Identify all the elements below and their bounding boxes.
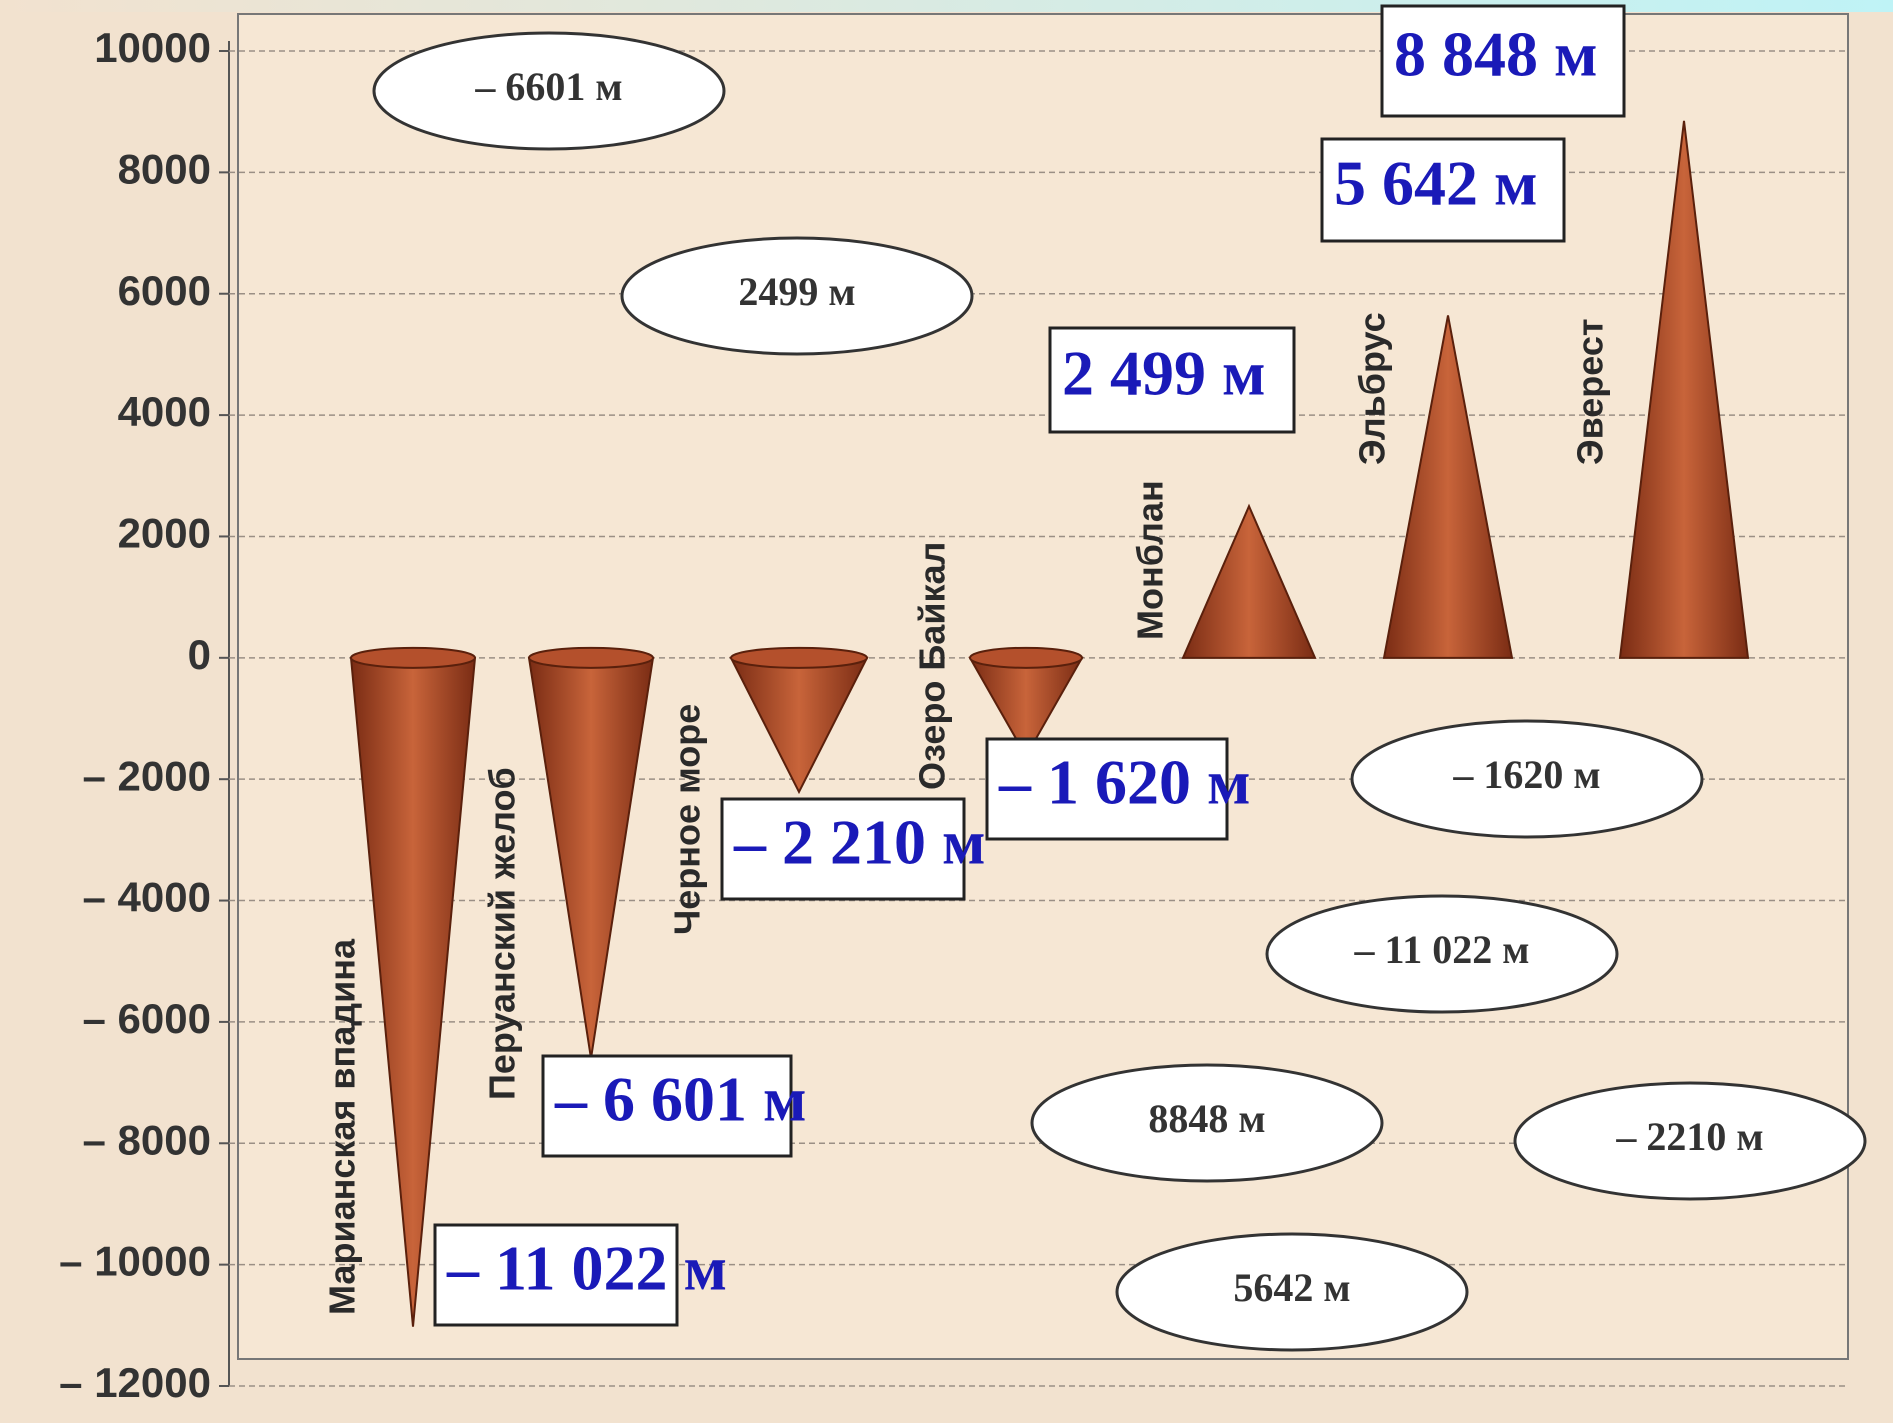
y-tick-label: 6000 <box>118 267 211 314</box>
value-box <box>541 1054 793 1158</box>
y-tick-label: – 6000 <box>83 995 211 1042</box>
cloud <box>1350 719 1704 839</box>
cloud-label: 8848 м <box>1148 1096 1265 1141</box>
cloud-label: – 11 022 м <box>1353 927 1529 972</box>
value-label: – 6 601 м <box>554 1064 807 1135</box>
value-label: 5 642 м <box>1334 148 1538 219</box>
value-box <box>720 797 966 901</box>
value-box <box>985 737 1229 841</box>
cone-rim <box>969 646 1083 669</box>
category-label: Черное море <box>667 704 708 935</box>
category-label: Монблан <box>1130 480 1171 640</box>
cone <box>1382 315 1514 659</box>
cloud <box>1115 1232 1469 1352</box>
cloud-label: 5642 м <box>1233 1265 1350 1310</box>
cloud-label: 2499 м <box>738 269 855 314</box>
category-label: Эверест <box>1570 319 1611 465</box>
y-tick-label: 4000 <box>118 388 211 435</box>
value-label: 2 499 м <box>1062 338 1266 409</box>
value-box <box>1048 326 1296 434</box>
category-label: Озеро Байкал <box>912 542 953 790</box>
cloud <box>1030 1063 1384 1183</box>
category-label: Эльбрус <box>1352 312 1393 465</box>
value-box <box>1380 4 1626 118</box>
y-tick-label: – 10000 <box>59 1238 211 1285</box>
value-box <box>433 1223 679 1327</box>
cloud <box>1513 1081 1867 1201</box>
cone-rim <box>350 646 476 669</box>
cloud-label: – 6601 м <box>474 64 622 109</box>
value-box <box>1320 137 1566 243</box>
y-tick-label: 0 <box>188 631 211 678</box>
y-tick-label: 8000 <box>118 145 211 192</box>
y-tick-label: 2000 <box>118 510 211 557</box>
cone-rim <box>730 646 868 669</box>
value-label: – 2 210 м <box>733 807 986 878</box>
y-tick-label: – 8000 <box>83 1116 211 1163</box>
y-tick-label: 10000 <box>94 24 211 71</box>
category-label: Перуанский желоб <box>482 767 523 1100</box>
value-label: – 1 620 м <box>998 747 1251 818</box>
cloud <box>620 236 974 356</box>
cone-rim <box>528 646 654 669</box>
value-label: – 11 022 м <box>446 1233 727 1304</box>
cone <box>1181 503 1317 659</box>
y-tick-label: – 12000 <box>59 1359 211 1406</box>
category-label: Марианская впадина <box>322 938 363 1315</box>
cloud-label: – 1620 м <box>1452 752 1600 797</box>
y-tick-label: – 4000 <box>83 874 211 921</box>
y-tick-label: – 2000 <box>83 752 211 799</box>
cloud <box>372 31 726 151</box>
cloud-label: – 2210 м <box>1615 1114 1763 1159</box>
value-label: 8 848 м <box>1394 19 1598 90</box>
cone <box>1618 120 1750 659</box>
cloud <box>1265 894 1619 1014</box>
